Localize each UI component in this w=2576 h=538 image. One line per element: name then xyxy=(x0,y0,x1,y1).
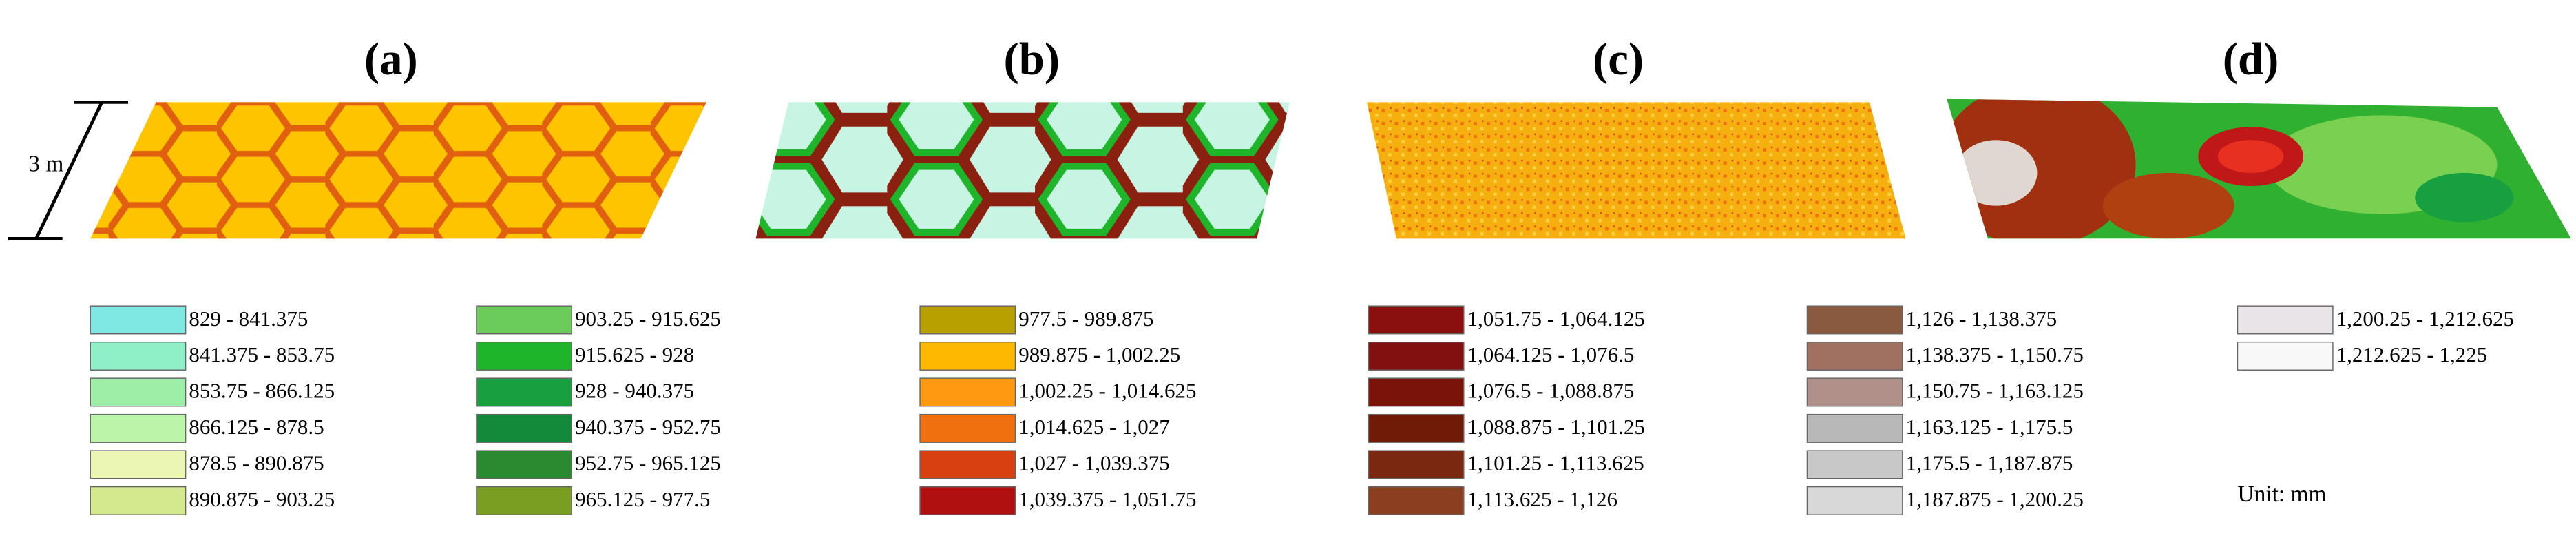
legend-label: 829 - 841.375 xyxy=(189,307,308,331)
legend-swatch xyxy=(90,450,187,479)
scale-bar xyxy=(8,100,129,240)
legend-swatch xyxy=(476,305,572,335)
legend-label: 928 - 940.375 xyxy=(575,379,694,403)
legend-swatch xyxy=(476,413,572,443)
legend-swatch xyxy=(1806,413,1903,443)
legend-label: 1,101.25 - 1,113.625 xyxy=(1467,451,1644,475)
legend-label: 1,212.625 - 1,225 xyxy=(2336,342,2488,366)
legend-swatch xyxy=(919,305,1016,335)
legend-label: 1,076.5 - 1,088.875 xyxy=(1467,379,1635,403)
legend-swatch xyxy=(919,486,1016,515)
legend-swatch xyxy=(476,486,572,515)
legend-label: 940.375 - 952.75 xyxy=(575,415,721,439)
legend-swatch xyxy=(90,341,187,371)
legend-label: 1,051.75 - 1,064.125 xyxy=(1467,307,1645,331)
legend-swatch xyxy=(1806,341,1903,371)
legend-label: 1,187.875 - 1,200.25 xyxy=(1906,487,2084,511)
legend-swatch xyxy=(90,305,187,335)
legend-label: 1,002.25 - 1,014.625 xyxy=(1018,379,1196,403)
legend-label: 1,150.75 - 1,163.125 xyxy=(1906,379,2084,403)
surface-d xyxy=(1947,99,2571,239)
legend-swatch xyxy=(90,377,187,407)
legend-label: 1,113.625 - 1,126 xyxy=(1467,487,1617,511)
legend-label: 866.125 - 878.5 xyxy=(189,415,324,439)
legend-swatch xyxy=(919,413,1016,443)
legend-swatch xyxy=(476,341,572,371)
legend-label: 878.5 - 890.875 xyxy=(189,451,324,475)
legend-label: 1,138.375 - 1,150.75 xyxy=(1906,342,2084,366)
legend-swatch xyxy=(476,377,572,407)
legend-swatch xyxy=(919,450,1016,479)
legend-swatch xyxy=(1806,486,1903,515)
legend-label: 1,088.875 - 1,101.25 xyxy=(1467,415,1645,439)
unit-label: Unit: mm xyxy=(2238,482,2327,507)
legend-swatch xyxy=(919,377,1016,407)
legend-swatch xyxy=(90,413,187,443)
legend-swatch xyxy=(1368,450,1465,479)
legend-swatch xyxy=(1806,305,1903,335)
legend-label: 1,175.5 - 1,187.875 xyxy=(1906,451,2073,475)
legend-label: 1,039.375 - 1,051.75 xyxy=(1018,487,1196,511)
legend-label: 1,027 - 1,039.375 xyxy=(1018,451,1170,475)
legend-label: 989.875 - 1,002.25 xyxy=(1018,342,1180,366)
legend-swatch xyxy=(1806,450,1903,479)
legend-swatch xyxy=(476,450,572,479)
legend-label: 1,163.125 - 1,175.5 xyxy=(1906,415,2073,439)
legend-label: 965.125 - 977.5 xyxy=(575,487,710,511)
legend-swatch xyxy=(1368,341,1465,371)
surface-a xyxy=(90,102,706,239)
legend-label: 853.75 - 866.125 xyxy=(189,379,335,403)
legend-label: 1,064.125 - 1,076.5 xyxy=(1467,342,1635,366)
legend-swatch xyxy=(1368,486,1465,515)
surface-b xyxy=(755,102,1290,239)
legend-label: 841.375 - 853.75 xyxy=(189,342,335,366)
panel-label: (a) xyxy=(364,34,418,85)
legend-swatch xyxy=(2237,341,2334,371)
legend-swatch xyxy=(919,341,1016,371)
legend-swatch xyxy=(1368,377,1465,407)
legend-label: 890.875 - 903.25 xyxy=(189,487,335,511)
panel-label: (c) xyxy=(1593,34,1644,85)
legend-label: 1,014.625 - 1,027 xyxy=(1018,415,1170,439)
legend-label: 977.5 - 989.875 xyxy=(1018,307,1153,331)
legend-swatch xyxy=(1806,377,1903,407)
legend-label: 1,200.25 - 1,212.625 xyxy=(2336,307,2514,331)
legend-label: 952.75 - 965.125 xyxy=(575,451,721,475)
legend-swatch xyxy=(1368,413,1465,443)
legend-swatch xyxy=(2237,305,2334,335)
legend: 829 - 841.375 841.375 - 853.75 853.75 - 86… xyxy=(90,305,2514,515)
legend-label: 1,126 - 1,138.375 xyxy=(1906,307,2057,331)
legend-label: 903.25 - 915.625 xyxy=(575,307,721,331)
legend-swatch xyxy=(90,486,187,515)
panel-label: (b) xyxy=(1003,34,1060,85)
legend-label: 915.625 - 928 xyxy=(575,342,694,366)
legend-swatch xyxy=(1368,305,1465,335)
scale-label: 3 m xyxy=(28,152,63,177)
panel-label: (d) xyxy=(2223,34,2279,85)
surface-c xyxy=(1367,102,1906,239)
